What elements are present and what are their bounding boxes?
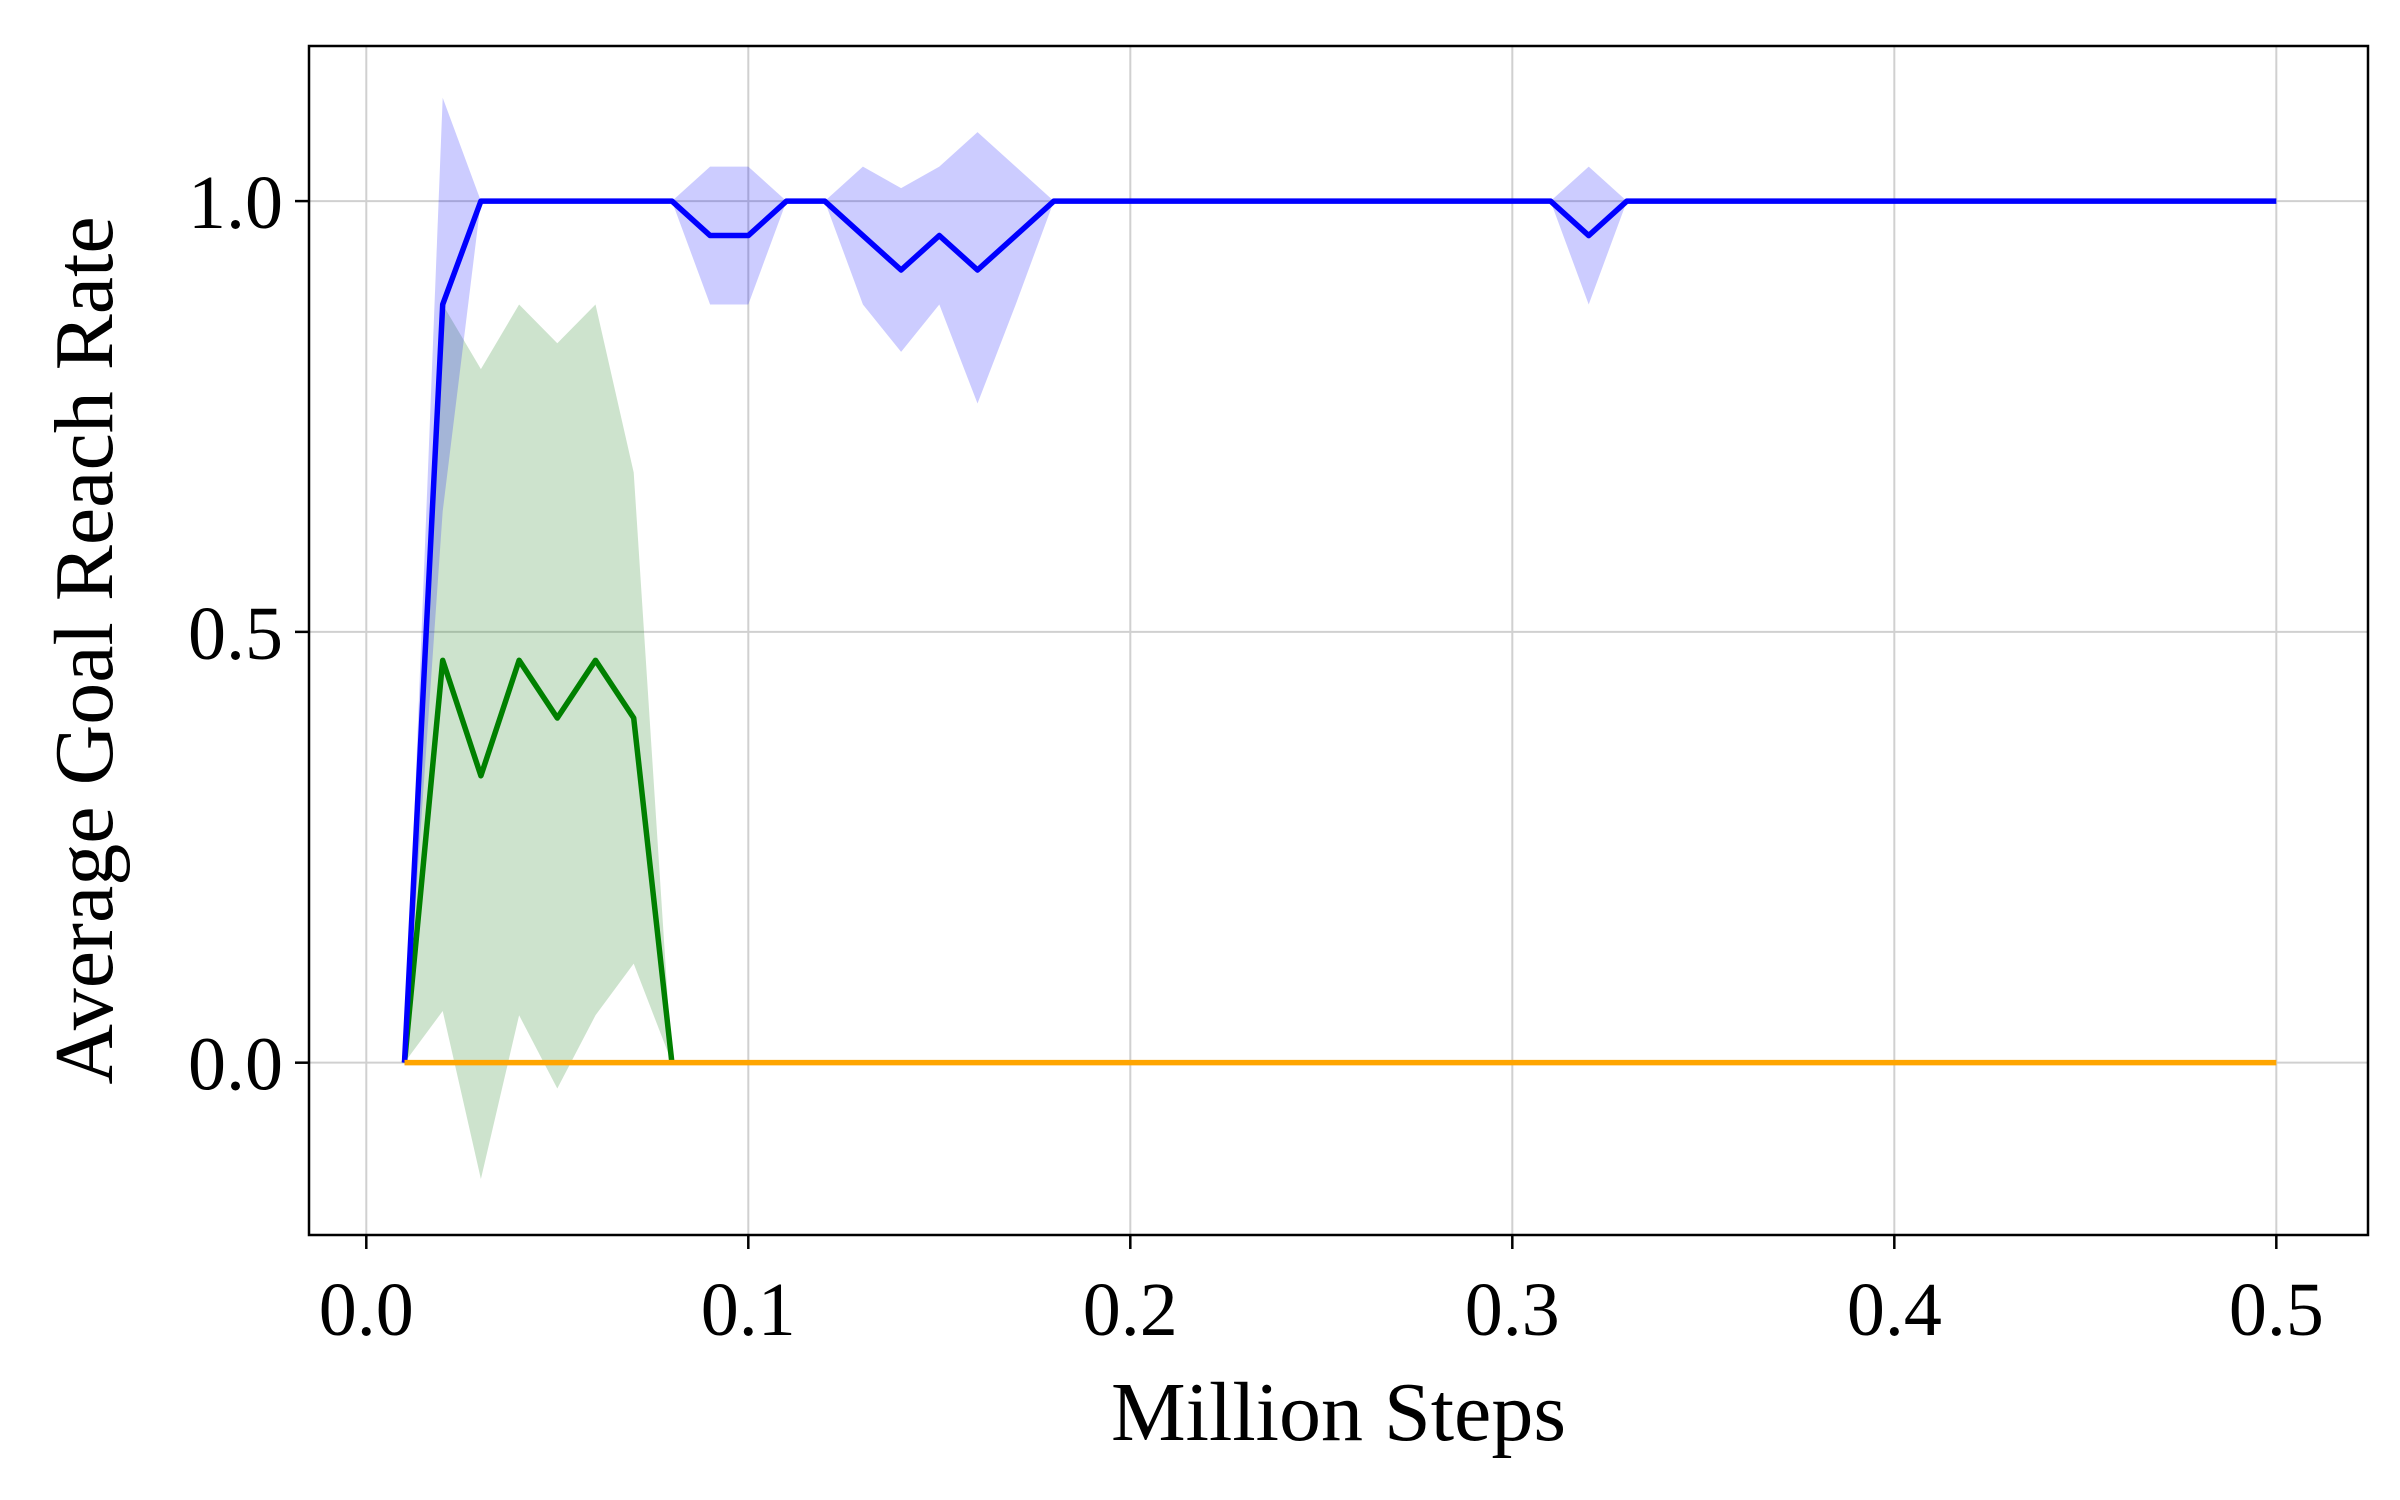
confidence-bands (404, 97, 2277, 1180)
y-tick-label: 0.5 (188, 592, 283, 676)
x-tick-label: 0.4 (1847, 1268, 1942, 1352)
series-2-band (404, 97, 2277, 1063)
x-tick-label: 0.1 (701, 1268, 796, 1352)
y-tick-label: 1.0 (188, 161, 283, 245)
series-lines (401, 198, 2277, 1066)
plot-frame (307, 44, 2370, 1237)
x-axis-ticks: 0.0 0.1 0.2 0.3 0.4 0.5 (319, 1235, 2324, 1352)
series-1-line (401, 657, 675, 1063)
x-tick-label: 0.3 (1465, 1268, 1560, 1352)
y-axis-ticks: 0.0 0.5 1.0 (188, 161, 309, 1107)
series-1-band (404, 304, 672, 1180)
x-axis-title: Million Steps (1111, 1366, 1566, 1459)
x-tick-label: 0.0 (319, 1268, 414, 1352)
x-tick-label: 0.2 (1083, 1268, 1178, 1352)
x-tick-label: 0.5 (2229, 1268, 2324, 1352)
y-axis-title: Average Goal Reach Rate (38, 216, 131, 1084)
y-tick-label: 0.0 (188, 1023, 283, 1107)
series-2-line (401, 198, 2277, 1063)
